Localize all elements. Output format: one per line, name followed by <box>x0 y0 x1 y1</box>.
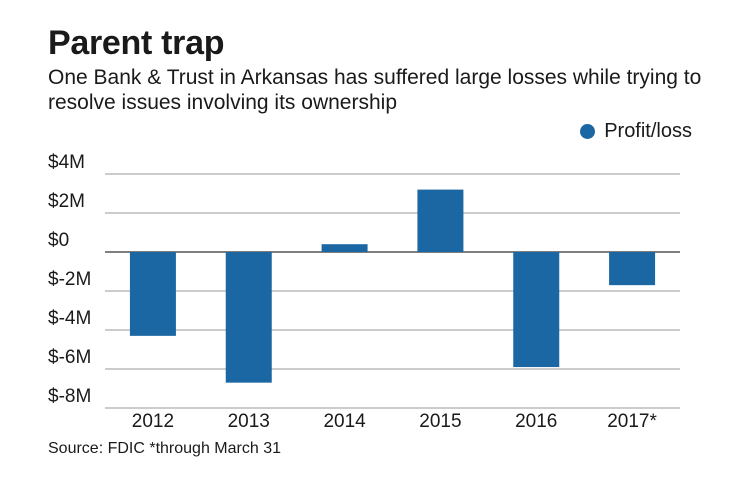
x-tick-label: 2015 <box>419 411 461 432</box>
source-note: Source: FDIC *through March 31 <box>48 440 281 457</box>
y-tick-label: $2M <box>48 191 85 212</box>
x-tick-label: 2012 <box>132 411 174 432</box>
y-tick-label: $4M <box>48 152 85 173</box>
legend: Profit/loss <box>580 120 692 143</box>
grid-lines <box>105 173 680 409</box>
bar-2012 <box>129 252 176 336</box>
y-tick-label: $-2M <box>48 269 91 290</box>
bar-2014 <box>321 244 368 252</box>
bar-2013 <box>225 252 272 383</box>
y-tick-label: $-6M <box>48 347 91 368</box>
x-tick-label: 2013 <box>228 411 270 432</box>
bar-2016 <box>513 252 560 368</box>
chart-title: Parent trap <box>48 24 225 62</box>
x-tick-label: 2014 <box>323 411 366 432</box>
x-axis-tick-labels: 2012 2013 2014 2015 2016 2017* <box>132 411 658 432</box>
legend-swatch <box>580 124 596 139</box>
y-tick-label: $-8M <box>48 386 91 407</box>
bar-2015 <box>417 189 464 252</box>
chart-subtitle: One Bank & Trust in Arkansas has suffere… <box>48 66 702 114</box>
legend-label: Profit/loss <box>604 120 692 142</box>
x-tick-label: 2016 <box>515 411 557 432</box>
x-tick-label: 2017* <box>607 411 657 432</box>
bars <box>129 189 656 383</box>
y-axis-tick-labels: $4M $2M $0 $-2M $-4M $-6M $-8M <box>48 152 91 407</box>
bar-2017 <box>609 252 656 286</box>
y-tick-label: $0 <box>48 230 69 251</box>
y-tick-label: $-4M <box>48 308 91 329</box>
